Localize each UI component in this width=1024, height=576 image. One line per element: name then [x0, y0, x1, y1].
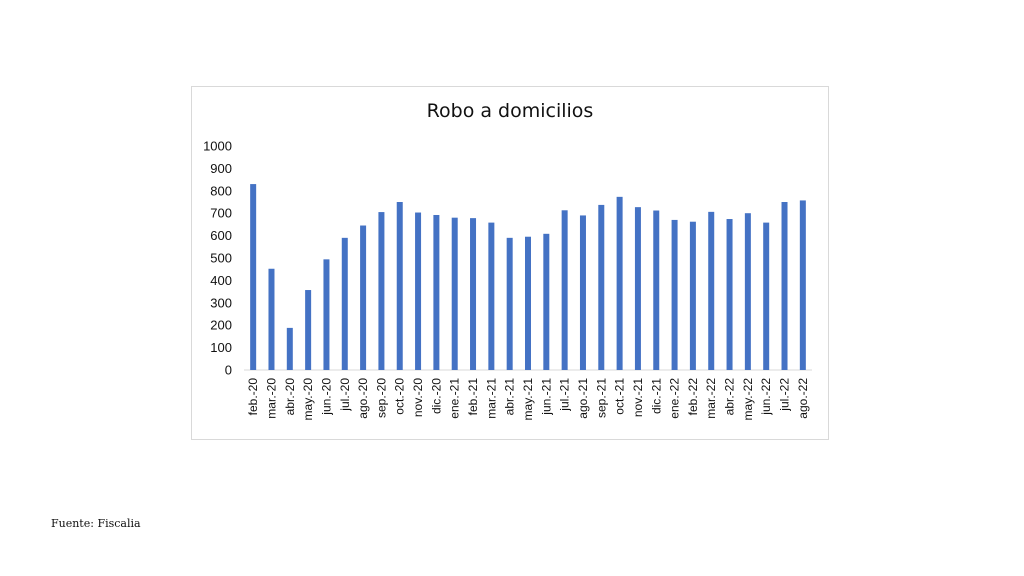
- y-tick-label: 0: [225, 363, 232, 378]
- bar: [506, 237, 513, 370]
- y-tick-label: 700: [210, 206, 232, 221]
- source-note: Fuente: Fiscalia: [51, 517, 141, 530]
- bar: [305, 290, 312, 370]
- bar: [488, 222, 495, 370]
- x-tick-label: ago.-22: [796, 378, 810, 419]
- x-tick-label: ago.-21: [576, 378, 590, 419]
- bar: [598, 204, 605, 370]
- y-tick-label: 400: [210, 273, 232, 288]
- x-tick-label: ago.-20: [356, 378, 370, 419]
- bar: [781, 202, 788, 370]
- y-tick-label: 900: [210, 161, 232, 176]
- x-tick-label: jun.-22: [759, 378, 773, 416]
- x-tick-label: oct.-21: [613, 378, 627, 415]
- x-tick-label: jul.-20: [338, 378, 352, 412]
- x-tick-label: mar.-20: [264, 378, 278, 419]
- bar: [433, 214, 440, 370]
- bar: [525, 236, 531, 370]
- chart-title: Robo a domicilios: [426, 100, 594, 122]
- bar: [763, 222, 770, 370]
- bar: [543, 233, 550, 370]
- x-tick-label: sep.-21: [594, 378, 608, 418]
- x-tick-label: dic.-21: [649, 378, 663, 414]
- bar: [378, 212, 385, 370]
- x-tick-label: nov.-21: [631, 378, 645, 417]
- bar: [653, 210, 660, 370]
- x-tick-label: ene.-22: [668, 378, 682, 419]
- bar: [744, 213, 751, 370]
- y-tick-label: 600: [210, 228, 232, 243]
- bar: [708, 211, 715, 370]
- bar: [268, 268, 275, 370]
- x-tick-label: sep.-20: [374, 378, 388, 418]
- bar: [250, 184, 257, 370]
- x-tick-label: dic.-20: [429, 378, 443, 414]
- bar: [360, 225, 367, 370]
- bar: [396, 202, 403, 370]
- bar: [561, 210, 568, 370]
- x-tick-label: may.-20: [301, 378, 315, 421]
- bar: [341, 237, 348, 370]
- x-tick-label: feb.-21: [466, 378, 480, 416]
- x-tick-label: jul.-21: [558, 378, 572, 412]
- bar: [726, 219, 733, 370]
- x-tick-label: jul.-22: [778, 378, 792, 412]
- y-tick-label: 300: [210, 295, 232, 310]
- x-tick-label: oct.-20: [393, 378, 407, 415]
- x-tick-label: feb.-20: [246, 378, 260, 416]
- y-tick-label: 200: [210, 318, 232, 333]
- x-tick-label: abr.-22: [723, 378, 737, 416]
- bar: [415, 212, 422, 370]
- bar: [689, 221, 696, 370]
- bar: [799, 200, 806, 370]
- x-tick-label: abr.-20: [283, 378, 297, 416]
- x-tick-label: mar.-21: [484, 378, 498, 419]
- y-tick-label: 1000: [203, 139, 232, 154]
- bar: [286, 327, 293, 370]
- x-tick-label: abr.-21: [503, 378, 517, 416]
- x-tick-label: feb.-22: [686, 378, 700, 416]
- x-tick-label: ene.-21: [448, 378, 462, 419]
- bar: [634, 207, 641, 370]
- bar: [451, 217, 458, 370]
- bar: [323, 259, 330, 370]
- x-tick-label: jun.-20: [319, 378, 333, 416]
- x-tick-label: may.-22: [741, 378, 755, 421]
- bar: [579, 215, 586, 370]
- y-tick-label: 100: [210, 340, 232, 355]
- bar: [671, 219, 678, 370]
- y-tick-label: 500: [210, 251, 232, 266]
- y-tick-label: 800: [210, 183, 232, 198]
- x-tick-label: mar.-22: [704, 378, 718, 419]
- x-tick-label: may.-21: [521, 378, 535, 421]
- x-tick-label: jun.-21: [539, 378, 553, 416]
- bar: [470, 218, 477, 370]
- bar: [616, 196, 623, 370]
- x-tick-label: nov.-20: [411, 378, 425, 417]
